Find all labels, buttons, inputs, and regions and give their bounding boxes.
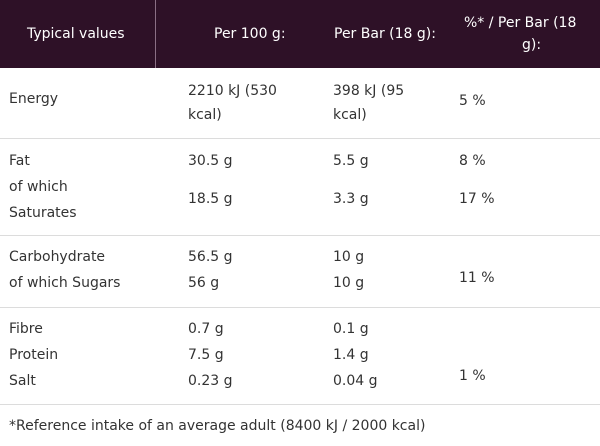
value-energy-perbar: 398 kJ (95 kcal) [333,79,404,127]
value-fat-pct: 8 % [459,153,486,169]
value-fibre-perbar: 0.1 g [333,321,369,337]
table-row-carbohydrate: Carbohydrate of which Sugars 56.5 g 56 g… [0,236,600,308]
value-fat-per100: 30.5 g [188,153,233,169]
value-fibre-per100: 0.7 g [188,321,224,337]
value-protein-perbar: 1.4 g [333,347,369,363]
header-percent-line2: g): [522,37,542,53]
reference-intake-footnote: *Reference intake of an average adult (8… [9,418,426,434]
table-row-energy: Energy 2210 kJ (530 kcal) 398 kJ (95 kca… [0,68,600,139]
value-saturates-per100: 18.5 g [188,191,233,207]
energy-per100-line1: 2210 kJ (530 [188,83,277,99]
labels-fat: Fat of which Saturates [9,148,77,226]
header-typical-values: Typical values [27,26,125,42]
header-per-bar: Per Bar (18 g): [334,26,436,42]
value-saturates-perbar: 3.3 g [333,191,369,207]
labels-carbohydrate: Carbohydrate of which Sugars [9,244,120,296]
label-fibre: Fibre [9,321,43,337]
labels-fibre-protein-salt: Fibre Protein Salt [9,316,58,394]
label-saturates: Saturates [9,205,77,221]
energy-per100-line2: kcal) [188,107,222,123]
values-fps-perbar: 0.1 g 1.4 g 0.04 g [333,316,378,394]
value-energy-per100: 2210 kJ (530 kcal) [188,79,277,127]
energy-perbar-line1: 398 kJ (95 [333,83,405,99]
label-fat: Fat [9,153,30,169]
value-sugars-pct: 11 % [459,270,495,286]
label-salt: Salt [9,373,36,389]
value-salt-perbar: 0.04 g [333,373,378,389]
value-sugars-perbar: 10 g [333,275,365,291]
value-energy-pct: 5 % [459,93,486,109]
label-energy: Energy [9,91,59,107]
table-row-fat: Fat of which Saturates 30.5 g 18.5 g 5.5… [0,139,600,236]
value-protein-per100: 7.5 g [188,347,224,363]
values-fps-per100: 0.7 g 7.5 g 0.23 g [188,316,233,394]
table-row-fibre-protein-salt: Fibre Protein Salt 0.7 g 7.5 g 0.23 g 0.… [0,308,600,405]
values-carbohydrate-perbar: 10 g 10 g [333,244,364,296]
nutrition-table: Typical values Per 100 g: Per Bar (18 g)… [0,0,600,405]
label-of-which: of which [9,179,68,195]
header-percent-line1: %* / Per Bar (18 [464,15,577,31]
table-header: Typical values Per 100 g: Per Bar (18 g)… [0,0,600,68]
value-fat-perbar: 5.5 g [333,153,369,169]
label-protein: Protein [9,347,59,363]
header-per-100g: Per 100 g: [214,26,286,42]
header-divider [155,0,156,68]
value-salt-pct: 1 % [459,368,486,384]
label-carbohydrate: Carbohydrate [9,249,106,265]
value-saturates-pct: 17 % [459,191,495,207]
header-percent-per-bar: %* / Per Bar (18 g): [464,0,596,68]
value-sugars-per100: 56 g [188,275,220,291]
value-carbohydrate-perbar: 10 g [333,249,365,265]
values-carbohydrate-per100: 56.5 g 56 g [188,244,233,296]
label-of-which-sugars: of which Sugars [9,275,121,291]
value-carbohydrate-per100: 56.5 g [188,249,233,265]
energy-perbar-line2: kcal) [333,107,367,123]
value-salt-per100: 0.23 g [188,373,233,389]
